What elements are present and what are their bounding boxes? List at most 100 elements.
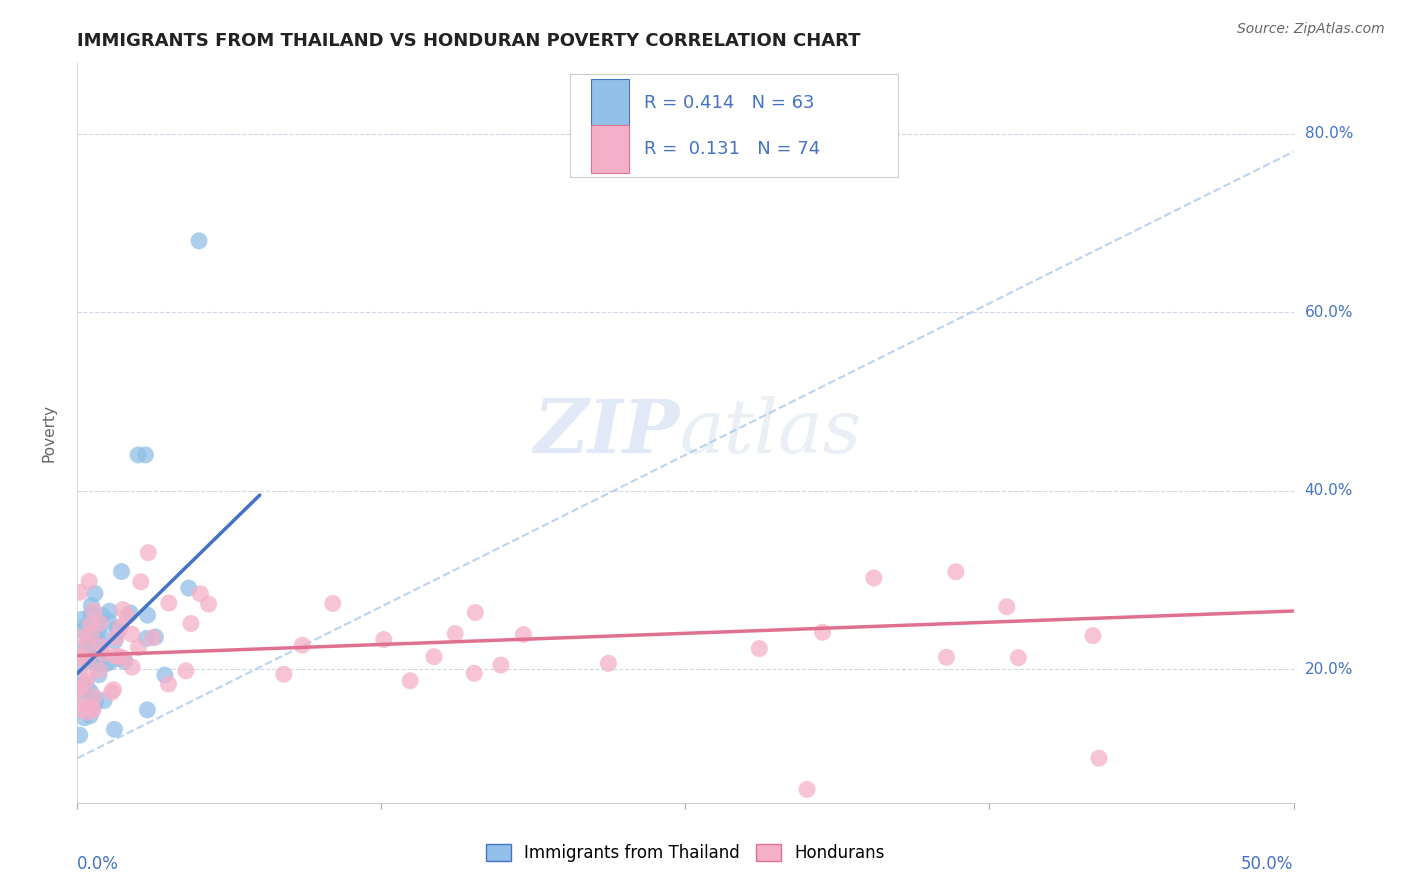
Point bbox=[76, 636, 98, 650]
Text: R =  0.131   N = 74: R = 0.131 N = 74 bbox=[644, 140, 820, 159]
Point bbox=[512, 627, 534, 641]
Point bbox=[75, 674, 97, 689]
Point bbox=[82, 700, 104, 714]
Point bbox=[373, 632, 395, 647]
Point bbox=[197, 597, 219, 611]
Text: 50.0%: 50.0% bbox=[1241, 855, 1294, 872]
Point bbox=[73, 640, 96, 654]
Point bbox=[127, 448, 149, 462]
Point bbox=[84, 632, 107, 647]
FancyBboxPatch shape bbox=[569, 73, 898, 178]
Point bbox=[82, 632, 104, 646]
Point bbox=[322, 596, 344, 610]
Point bbox=[110, 619, 132, 633]
Text: 80.0%: 80.0% bbox=[1305, 127, 1353, 141]
Point bbox=[103, 682, 125, 697]
Point bbox=[76, 702, 98, 716]
Point bbox=[80, 699, 103, 714]
Point bbox=[100, 655, 122, 669]
Point bbox=[291, 638, 314, 652]
Point bbox=[83, 696, 105, 710]
Point bbox=[69, 630, 91, 644]
Point bbox=[145, 630, 167, 644]
Text: IMMIGRANTS FROM THAILAND VS HONDURAN POVERTY CORRELATION CHART: IMMIGRANTS FROM THAILAND VS HONDURAN POV… bbox=[77, 32, 860, 50]
Point bbox=[117, 609, 139, 624]
Point bbox=[69, 661, 91, 675]
Point bbox=[177, 581, 200, 595]
Point bbox=[945, 565, 967, 579]
Point bbox=[69, 652, 91, 666]
Point bbox=[107, 624, 129, 639]
Point bbox=[69, 687, 91, 701]
Point bbox=[98, 604, 121, 618]
Point bbox=[995, 599, 1018, 614]
Point bbox=[72, 624, 94, 639]
Point bbox=[1081, 629, 1104, 643]
Text: R = 0.414   N = 63: R = 0.414 N = 63 bbox=[644, 95, 814, 112]
Point bbox=[84, 586, 107, 600]
Point bbox=[748, 641, 770, 656]
Point bbox=[273, 667, 295, 681]
Point bbox=[76, 681, 98, 695]
Point bbox=[108, 649, 131, 664]
Point bbox=[70, 612, 93, 626]
Point bbox=[91, 647, 114, 661]
Point bbox=[79, 685, 101, 699]
Point bbox=[69, 678, 91, 692]
Point bbox=[69, 681, 91, 696]
Point bbox=[73, 678, 96, 692]
Point bbox=[77, 574, 100, 589]
Point bbox=[86, 624, 108, 638]
Point bbox=[136, 546, 159, 560]
Point bbox=[180, 616, 202, 631]
Point bbox=[96, 657, 118, 671]
Point bbox=[91, 608, 114, 623]
Point bbox=[87, 667, 110, 681]
Point bbox=[82, 703, 104, 717]
Point bbox=[157, 596, 180, 610]
Point bbox=[69, 649, 91, 664]
Point bbox=[80, 627, 103, 641]
Point bbox=[89, 663, 111, 677]
Point bbox=[83, 649, 105, 664]
Point bbox=[136, 608, 159, 623]
Point bbox=[76, 705, 98, 719]
Point bbox=[90, 640, 112, 654]
Point bbox=[89, 616, 111, 631]
Point bbox=[1007, 650, 1029, 665]
Point bbox=[69, 681, 91, 696]
Point bbox=[1088, 751, 1111, 765]
Point bbox=[80, 599, 103, 613]
Point bbox=[75, 619, 97, 633]
Point bbox=[157, 677, 180, 691]
Point bbox=[134, 448, 156, 462]
Point bbox=[69, 703, 91, 717]
Point bbox=[598, 657, 620, 671]
Point bbox=[79, 708, 101, 723]
Point bbox=[105, 630, 128, 644]
FancyBboxPatch shape bbox=[591, 79, 630, 128]
Point bbox=[83, 698, 105, 712]
Point bbox=[105, 621, 128, 635]
Point bbox=[796, 782, 818, 797]
Point bbox=[80, 639, 103, 653]
Point bbox=[399, 673, 422, 688]
Point bbox=[86, 656, 108, 670]
Point bbox=[97, 614, 120, 628]
Point bbox=[174, 664, 197, 678]
Point bbox=[93, 693, 115, 707]
Point bbox=[76, 667, 98, 681]
Point bbox=[83, 604, 105, 618]
Point bbox=[863, 571, 886, 585]
Point bbox=[112, 651, 135, 665]
Text: 60.0%: 60.0% bbox=[1305, 305, 1353, 319]
Point bbox=[82, 655, 104, 669]
Text: atlas: atlas bbox=[679, 396, 862, 469]
FancyBboxPatch shape bbox=[591, 126, 630, 173]
Point bbox=[103, 723, 125, 737]
Point bbox=[77, 654, 100, 668]
Point bbox=[489, 658, 512, 673]
Point bbox=[114, 655, 136, 669]
Point bbox=[100, 685, 122, 699]
Y-axis label: Poverty: Poverty bbox=[42, 403, 56, 462]
